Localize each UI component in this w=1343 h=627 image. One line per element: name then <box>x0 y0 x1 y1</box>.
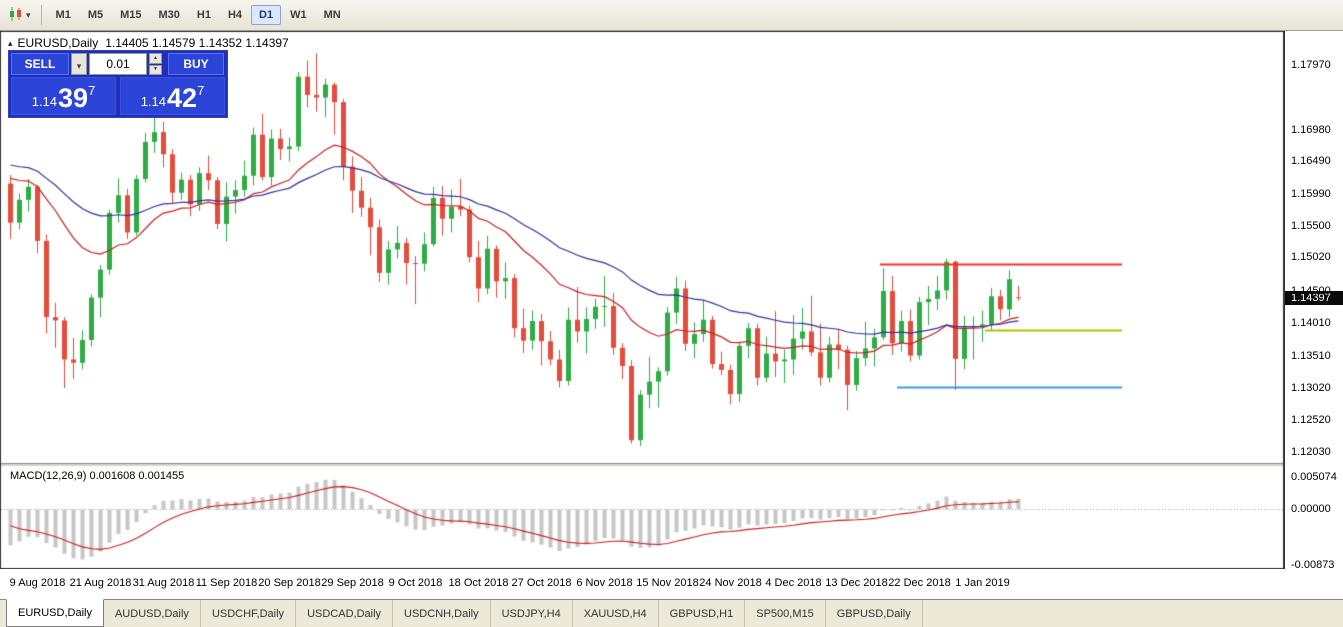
date-axis-label: 13 Dec 2018 <box>825 577 888 589</box>
sell-price-point: 7 <box>88 83 96 98</box>
date-axis-label: 9 Oct 2018 <box>388 577 443 589</box>
date-axis-label: 24 Nov 2018 <box>699 577 762 589</box>
sell-price-prefix: 1.14 <box>31 94 58 109</box>
chevron-down-icon: ▾ <box>76 60 82 71</box>
sell-price-pips: 39 <box>58 83 89 113</box>
current-price-badge: 1.14397 <box>1285 290 1343 305</box>
timeframe-button-mn[interactable]: MN <box>316 5 349 25</box>
chart-tab[interactable]: AUDUSD,Daily <box>104 600 201 627</box>
price-scale-label: 1.16490 <box>1291 155 1331 168</box>
sell-price-display[interactable]: 1.14 39 7 <box>11 77 116 115</box>
top-toolbar: ▾ M1 M5 M15 M30 H1 H4 D1 W1 MN <box>0 0 1343 31</box>
lot-decrease-button[interactable]: ▼ <box>149 64 162 75</box>
date-axis-label: 1 Jan 2019 <box>955 577 1010 589</box>
chart-tab[interactable]: USDCNH,Daily <box>393 600 491 627</box>
price-scale-label: 1.12030 <box>1291 446 1331 458</box>
chart-tab[interactable]: USDJPY,H4 <box>491 600 573 627</box>
date-axis-label: 31 Aug 2018 <box>132 577 195 589</box>
buy-price-prefix: 1.14 <box>140 94 167 109</box>
chart-tab[interactable]: USDCHF,Daily <box>201 600 297 627</box>
date-axis-label: 18 Oct 2018 <box>448 577 509 589</box>
timeframe-button-d1[interactable]: D1 <box>251 5 282 25</box>
date-axis-label: 15 Nov 2018 <box>636 577 699 589</box>
one-click-trading-panel: SELL ▾ ▲ ▼ BUY 1.14 39 7 1.14 42 7 <box>8 50 228 118</box>
chart-tab[interactable]: GBPUSD,Daily <box>826 600 923 627</box>
macd-indicator-label: MACD(12,26,9) 0.001608 0.001455 <box>10 470 185 482</box>
candlestick-chart-icon <box>8 6 24 25</box>
buy-button[interactable]: BUY <box>168 53 224 75</box>
sell-button[interactable]: SELL <box>11 53 69 75</box>
macd-scale-bottom: -0.00873 <box>1291 559 1335 571</box>
date-axis: 9 Aug 2018 21 Aug 2018 31 Aug 2018 11 Sep 2… <box>0 570 1343 599</box>
lot-dropdown-button[interactable]: ▾ <box>71 53 87 75</box>
date-axis-label: 20 Sep 2018 <box>258 577 321 589</box>
buy-price-pips: 42 <box>167 83 198 113</box>
lot-size-input[interactable] <box>89 53 147 75</box>
date-axis-label: 29 Sep 2018 <box>321 577 384 589</box>
chart-ohlc-values: 1.14405 1.14579 1.14352 1.14397 <box>105 36 289 50</box>
chart-type-button[interactable]: ▾ <box>4 3 35 28</box>
price-scale-label: 1.16980 <box>1291 123 1331 136</box>
date-axis-label: 9 Aug 2018 <box>9 577 66 589</box>
timeframe-button-m30[interactable]: M30 <box>151 5 188 25</box>
date-axis-label: 11 Sep 2018 <box>195 577 258 589</box>
price-scale-label: 1.14010 <box>1291 317 1331 329</box>
timeframe-buttons: M1 M5 M15 M30 H1 H4 D1 W1 MN <box>48 5 349 25</box>
chart-area: ▴ EURUSD,Daily 1.14405 1.14579 1.14352 1… <box>0 31 1343 599</box>
price-chart-canvas[interactable] <box>0 31 1284 569</box>
chart-tab[interactable]: EURUSD,Daily <box>6 599 104 627</box>
chart-tab-bar: EURUSD,Daily AUDUSD,Daily USDCHF,Daily USDC… <box>0 599 1343 627</box>
trade-panel-prices: 1.14 39 7 1.14 42 7 <box>11 77 225 115</box>
price-scale-label: 1.13020 <box>1291 381 1331 394</box>
price-scale-label: 1.15500 <box>1291 219 1331 232</box>
chart-tab[interactable]: GBPUSD,H1 <box>659 600 746 627</box>
trade-panel-controls: SELL ▾ ▲ ▼ BUY <box>11 53 225 75</box>
price-scale-label: 1.15020 <box>1291 251 1331 264</box>
price-scale-label: 1.14500 <box>1291 285 1331 298</box>
price-scale-label: 1.12520 <box>1291 414 1331 427</box>
buy-price-point: 7 <box>197 83 205 98</box>
macd-scale-top: 0.005074 <box>1291 471 1337 483</box>
lot-increase-button[interactable]: ▲ <box>149 53 162 64</box>
date-axis-label: 22 Dec 2018 <box>888 577 951 589</box>
timeframe-button-m5[interactable]: M5 <box>80 5 111 25</box>
chart-tab[interactable]: USDCAD,Daily <box>296 600 394 627</box>
chevron-down-icon: ▾ <box>26 9 31 20</box>
price-scale-label: 1.13510 <box>1291 349 1331 362</box>
chart-tab[interactable]: SP500,M15 <box>745 600 826 627</box>
date-axis-label: 4 Dec 2018 <box>765 577 822 589</box>
price-scale-label: 1.17970 <box>1291 59 1331 71</box>
date-axis-label: 6 Nov 2018 <box>576 577 633 589</box>
timeframe-button-h4[interactable]: H4 <box>220 5 250 25</box>
chart-title: ▴ EURUSD,Daily 1.14405 1.14579 1.14352 1… <box>8 36 289 50</box>
one-click-collapse-icon[interactable]: ▴ <box>8 37 13 48</box>
price-scale: 1.14397 1.17970 1.16980 1.16490 1.15990 1.15… <box>1284 31 1343 571</box>
date-axis-label: 21 Aug 2018 <box>69 577 132 589</box>
lot-stepper: ▲ ▼ <box>149 53 162 75</box>
timeframe-button-h1[interactable]: H1 <box>189 5 219 25</box>
timeframe-button-w1[interactable]: W1 <box>282 5 315 25</box>
toolbar-separator <box>40 5 42 25</box>
timeframe-button-m15[interactable]: M15 <box>112 5 149 25</box>
date-axis-label: 27 Oct 2018 <box>511 577 572 589</box>
macd-scale-zero: 0.00000 <box>1291 503 1331 516</box>
chart-tab[interactable]: XAUUSD,H4 <box>573 600 659 627</box>
buy-price-display[interactable]: 1.14 42 7 <box>120 77 225 115</box>
timeframe-button-m1[interactable]: M1 <box>48 5 79 25</box>
price-scale-label: 1.15990 <box>1291 188 1331 200</box>
chart-symbol-period: EURUSD,Daily <box>17 36 99 50</box>
